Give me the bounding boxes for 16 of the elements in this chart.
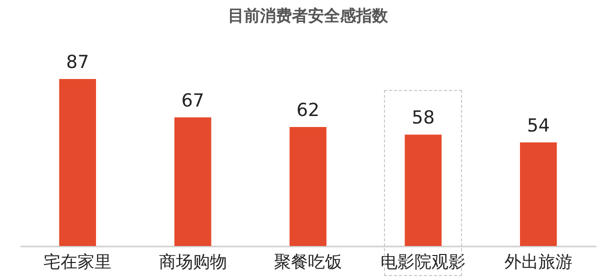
data-label: 54 bbox=[526, 115, 550, 136]
bar bbox=[520, 142, 557, 246]
bar bbox=[59, 79, 96, 246]
bar bbox=[404, 134, 442, 246]
x-tick-label: 商场购物 bbox=[158, 252, 227, 272]
data-label: 62 bbox=[296, 100, 320, 121]
data-label: 87 bbox=[66, 52, 90, 73]
data-label: 58 bbox=[412, 108, 435, 129]
chart-title: 目前消费者安全感指数 bbox=[228, 6, 389, 25]
bar bbox=[290, 126, 326, 246]
x-tick-label: 电影院观影 bbox=[380, 252, 466, 272]
x-tick-label: 外出旅游 bbox=[504, 252, 572, 272]
data-label: 67 bbox=[181, 90, 204, 112]
x-tick-label: 聚餐吃饭 bbox=[274, 252, 342, 272]
x-tick-label: 宅在家里 bbox=[44, 252, 112, 272]
bar bbox=[174, 117, 212, 246]
